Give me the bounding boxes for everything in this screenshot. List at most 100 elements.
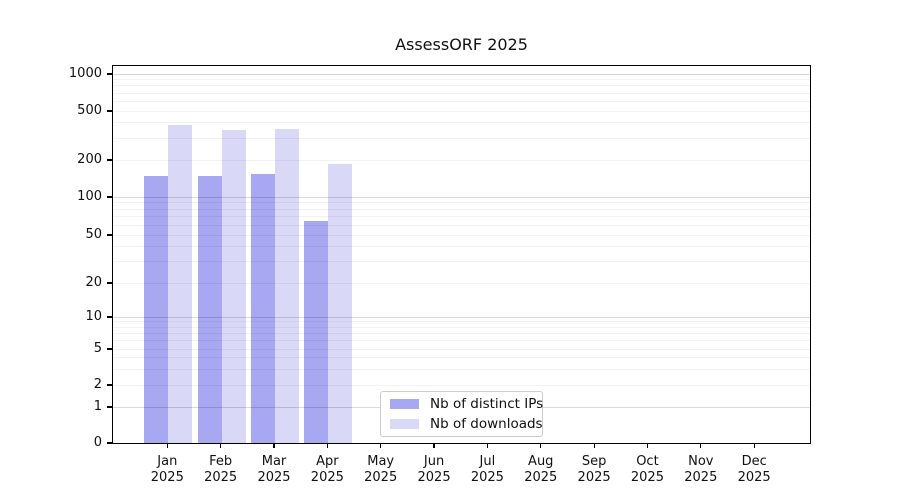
legend-item-downloads: Nb of downloads bbox=[390, 415, 543, 433]
y-tick-mark-1000 bbox=[107, 73, 112, 75]
x-tick-year: 2025 bbox=[204, 470, 238, 485]
gridline-minor bbox=[113, 326, 810, 328]
x-tick-label-may: May 2025 bbox=[349, 454, 413, 486]
x-tick-year: 2025 bbox=[310, 470, 344, 485]
x-tick-year: 2025 bbox=[684, 470, 718, 485]
gridline-minor bbox=[113, 348, 810, 350]
y-tick-label-2: 2 bbox=[93, 377, 102, 392]
x-tick-month: Mar bbox=[261, 454, 287, 469]
gridline-minor bbox=[113, 321, 810, 323]
y-tick-mark-2 bbox=[107, 384, 112, 386]
gridline-minor bbox=[113, 282, 810, 284]
y-tick-label-5: 5 bbox=[93, 341, 102, 356]
gridline-minor bbox=[113, 92, 810, 94]
x-tick-label-jul: Jul 2025 bbox=[455, 454, 519, 486]
bar-distinct-ips-mar bbox=[251, 173, 275, 443]
gridline-minor bbox=[113, 208, 810, 210]
y-tick-mark-500 bbox=[107, 110, 112, 112]
bar-downloads-apr bbox=[328, 164, 353, 443]
x-tick-month: Oct bbox=[636, 454, 659, 469]
x-tick-month: Apr bbox=[316, 454, 339, 469]
x-tick-label-jun: Jun 2025 bbox=[402, 454, 466, 486]
x-tick-label-oct: Oct 2025 bbox=[615, 454, 679, 486]
x-tick-label-apr: Apr 2025 bbox=[295, 454, 359, 486]
y-tick-label-0: 0 bbox=[93, 435, 102, 450]
legend-swatch-downloads bbox=[390, 419, 419, 429]
x-tick-month: Jun bbox=[423, 454, 445, 469]
y-tick-label-100: 100 bbox=[77, 189, 102, 204]
x-tick-mark-mar bbox=[273, 443, 275, 448]
legend-label-downloads: Nb of downloads bbox=[430, 415, 543, 432]
x-tick-month: Dec bbox=[741, 454, 767, 469]
legend: Nb of distinct IPs Nb of downloads bbox=[380, 391, 543, 437]
x-tick-year: 2025 bbox=[470, 470, 504, 485]
x-tick-label-mar: Mar 2025 bbox=[242, 454, 306, 486]
bar-downloads-mar bbox=[275, 128, 299, 443]
x-tick-mark-may bbox=[380, 443, 382, 448]
x-tick-year: 2025 bbox=[364, 470, 398, 485]
chart-title: AssessORF 2025 bbox=[395, 35, 528, 54]
x-tick-mark-oct bbox=[646, 443, 649, 448]
gridline-minor bbox=[113, 368, 810, 370]
gridline-minor bbox=[113, 79, 810, 81]
y-tick-label-1000: 1000 bbox=[68, 66, 102, 81]
gridline-major bbox=[113, 196, 810, 198]
gridline-minor bbox=[113, 246, 810, 248]
y-tick-label-50: 50 bbox=[85, 227, 102, 242]
x-tick-month: Jul bbox=[479, 454, 496, 469]
gridline-minor bbox=[113, 110, 810, 112]
gridline-major bbox=[113, 73, 810, 75]
bar-distinct-ips-jan bbox=[144, 176, 169, 443]
x-tick-label-feb: Feb 2025 bbox=[189, 454, 253, 486]
gridline-minor bbox=[113, 122, 810, 124]
x-tick-mark-feb bbox=[220, 443, 222, 448]
x-tick-month: Nov bbox=[688, 454, 714, 469]
y-tick-mark-50 bbox=[107, 234, 112, 236]
x-tick-month: Jan bbox=[157, 454, 178, 469]
y-tick-mark-10 bbox=[107, 316, 112, 318]
gridline-minor bbox=[113, 159, 810, 161]
y-tick-mark-5 bbox=[107, 348, 112, 350]
x-tick-label-sep: Sep 2025 bbox=[562, 454, 626, 486]
x-tick-month: Sep bbox=[581, 454, 607, 469]
gridline-minor bbox=[113, 202, 810, 204]
y-tick-label-1: 1 bbox=[93, 399, 102, 414]
x-tick-label-aug: Aug 2025 bbox=[509, 454, 573, 486]
y-tick-label-10: 10 bbox=[85, 309, 102, 324]
x-tick-mark-jan bbox=[166, 443, 168, 448]
x-tick-mark-apr bbox=[326, 443, 329, 448]
x-tick-mark-dec bbox=[753, 443, 755, 448]
plot-area: Nb of distinct IPs Nb of downloads 1000 5… bbox=[69, 65, 811, 485]
x-tick-mark-sep bbox=[593, 443, 595, 448]
x-tick-mark-jul bbox=[486, 443, 489, 448]
gridline-minor bbox=[113, 340, 810, 342]
x-tick-label-jan: Jan 2025 bbox=[135, 454, 199, 486]
gridline-minor bbox=[113, 384, 810, 386]
bar-distinct-ips-apr bbox=[304, 221, 329, 443]
y-tick-label-500: 500 bbox=[77, 103, 102, 118]
gridline-minor bbox=[113, 332, 810, 334]
legend-label-distinct-ips: Nb of distinct IPs bbox=[430, 395, 544, 412]
bar-distinct-ips-feb bbox=[197, 176, 222, 443]
x-tick-month: Feb bbox=[209, 454, 233, 469]
x-tick-label-nov: Nov 2025 bbox=[669, 454, 733, 486]
x-tick-year: 2025 bbox=[630, 470, 664, 485]
legend-swatch-distinct-ips bbox=[390, 399, 419, 409]
y-tick-label-20: 20 bbox=[85, 275, 102, 290]
x-tick-month: Aug bbox=[528, 454, 554, 469]
x-tick-label-dec: Dec 2025 bbox=[722, 454, 786, 486]
gridline-minor bbox=[113, 357, 810, 359]
bar-downloads-feb bbox=[221, 130, 246, 443]
x-tick-month: May bbox=[367, 454, 395, 469]
gridline-minor bbox=[113, 100, 810, 102]
gridline-minor bbox=[113, 85, 810, 87]
x-tick-year: 2025 bbox=[524, 470, 558, 485]
x-tick-year: 2025 bbox=[737, 470, 771, 485]
gridline-minor bbox=[113, 224, 810, 226]
bar-downloads-jan bbox=[168, 124, 193, 443]
y-tick-mark-0 bbox=[107, 442, 112, 444]
x-tick-mark-nov bbox=[700, 443, 702, 448]
x-tick-mark-jun bbox=[433, 443, 435, 448]
gridline-minor bbox=[113, 216, 810, 218]
